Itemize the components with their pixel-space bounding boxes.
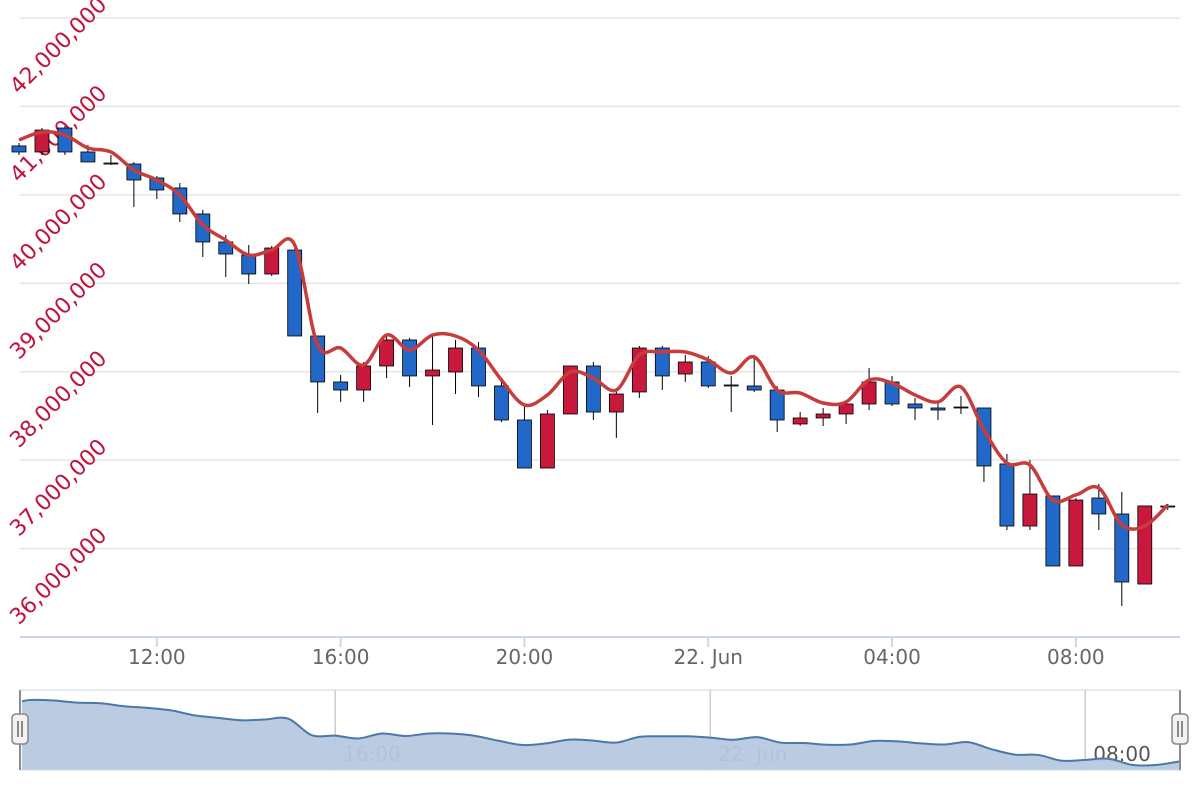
candle-body	[80, 151, 96, 163]
candle-body	[517, 419, 532, 469]
x-tick-label: 12:00	[128, 645, 186, 669]
candle-body	[1137, 505, 1153, 585]
x-tick-label: 16:00	[312, 645, 370, 669]
candle-body	[241, 254, 257, 275]
navigator-line	[21, 698, 1180, 767]
candle-body	[815, 413, 831, 419]
candle-body	[930, 407, 946, 411]
candle-body	[540, 413, 555, 469]
candle-body	[1091, 497, 1107, 515]
candle-body	[402, 339, 417, 377]
candle-body	[1022, 493, 1038, 527]
x-tick-label: 04:00	[863, 645, 921, 669]
candle-body	[494, 385, 509, 421]
candle-body	[563, 365, 578, 415]
candle-body	[103, 162, 119, 165]
candle-body	[333, 381, 349, 391]
candle-body	[264, 247, 280, 275]
candle-body	[792, 417, 808, 425]
candle-body	[57, 127, 73, 153]
candle-body	[907, 403, 923, 409]
x-tick-label: 20:00	[496, 645, 554, 669]
navigator-area	[22, 699, 1179, 770]
candle-body	[356, 365, 372, 391]
candle-body	[287, 249, 303, 337]
candle-body	[654, 347, 670, 377]
candle-body	[700, 361, 716, 387]
grid: 36,000,00037,000,00038,000,00039,000,000…	[5, 0, 1180, 669]
candle-body	[608, 393, 624, 413]
x-tick-label: 22. Jun	[674, 645, 743, 669]
candle-body	[310, 335, 326, 383]
navigator-handle[interactable]	[11, 713, 29, 745]
candle-body	[838, 403, 854, 415]
candle-body	[953, 406, 969, 409]
candle-body	[1045, 495, 1061, 567]
candle-body	[425, 369, 440, 377]
candle-body	[34, 129, 50, 153]
candle-body	[448, 347, 463, 373]
candle-body	[723, 384, 739, 387]
candle-body	[585, 365, 601, 413]
candle-body	[861, 381, 877, 405]
candle-body	[379, 339, 395, 367]
candle-body	[1068, 499, 1084, 567]
candle-body	[769, 389, 785, 421]
x-tick-label: 08:00	[1047, 645, 1105, 669]
moving-average-line	[18, 129, 1169, 531]
candle-body	[11, 145, 27, 153]
candle-body	[677, 361, 693, 375]
navigator-handle[interactable]	[1171, 713, 1189, 745]
candle-body	[746, 385, 762, 391]
candle-body	[1114, 513, 1130, 583]
plot-area	[11, 125, 1176, 606]
candle-body	[999, 463, 1015, 527]
